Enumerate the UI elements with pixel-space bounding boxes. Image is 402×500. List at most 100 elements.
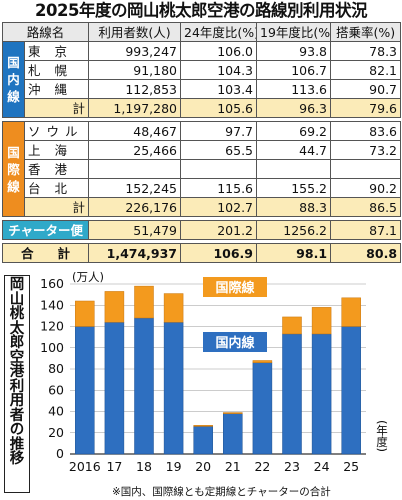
- y-tick-label: 100: [40, 340, 64, 355]
- vs19-cell: [256, 159, 332, 179]
- y-tick-label: 40: [48, 404, 64, 419]
- users-cell: 1,197,280: [88, 98, 182, 118]
- vs19-cell: 69.2: [256, 121, 332, 141]
- chart-vertical-title: 岡山桃太郎空港利用者の推移: [4, 275, 30, 493]
- bar-international: [341, 297, 361, 327]
- y-tick-label: 60: [48, 382, 64, 397]
- x-tick-label: 23: [284, 459, 300, 474]
- legend-international-box: [203, 277, 267, 297]
- header-route: 路線名: [1, 22, 90, 42]
- users-cell: 91,180: [88, 60, 182, 80]
- vs24-cell: 104.3: [180, 60, 258, 80]
- load-cell: 90.7: [330, 79, 402, 99]
- y-tick-label: 160: [40, 276, 64, 291]
- x-tick-label: 25: [343, 459, 359, 474]
- load-cell: 79.6: [330, 98, 402, 118]
- users-cell: 51,479: [88, 220, 182, 240]
- header-load: 搭乗率(%): [330, 22, 402, 42]
- total-label: 計: [23, 98, 90, 118]
- table-row: 台北 152,245 115.6 155.2 90.2: [3, 178, 402, 198]
- users-cell: 25,466: [88, 140, 182, 160]
- y-tick-label: 120: [40, 319, 64, 334]
- header-users: 利用者数(人): [88, 22, 182, 42]
- bar-domestic: [311, 333, 332, 455]
- bar-domestic: [223, 413, 243, 455]
- load-cell: [330, 159, 402, 179]
- grand-total-row: 合計 1,474,937 106.9 98.1 80.8: [1, 243, 402, 263]
- vs19-cell: 113.6: [256, 79, 332, 99]
- x-tick-label: 20: [195, 459, 211, 474]
- bar-domestic: [193, 426, 213, 455]
- table-row: 札幌 91,180 104.3 106.7 82.1: [3, 60, 402, 80]
- legend-domestic-box: [203, 332, 267, 352]
- bar-international: [134, 285, 154, 319]
- grand-total-label: 合計: [1, 243, 90, 263]
- vs19-cell: 96.3: [256, 98, 332, 118]
- users-cell: 112,853: [88, 79, 182, 99]
- load-cell: 90.2: [330, 178, 402, 198]
- bar-domestic: [134, 317, 154, 455]
- charter-row: チャーター便 51,479 201.2 1256.2 87.1: [1, 220, 402, 240]
- bar-domestic: [163, 322, 184, 455]
- route-name: 台北: [23, 178, 90, 198]
- route-name: 香港: [23, 159, 90, 179]
- vs24-cell: 65.5: [180, 140, 258, 160]
- x-tick-label: 18: [136, 459, 152, 474]
- vs24-cell: 97.7: [180, 121, 258, 141]
- route-name: 札幌: [23, 60, 90, 80]
- load-cell: 78.3: [330, 41, 402, 61]
- users-cell: 226,176: [88, 197, 182, 217]
- vs19-cell: 1256.2: [256, 220, 332, 240]
- vs24-cell: 201.2: [180, 220, 258, 240]
- bar-domestic: [341, 326, 361, 455]
- table-row: 上海 25,466 65.5 44.7 73.2: [3, 140, 402, 160]
- route-name: 東京: [23, 41, 90, 61]
- x-tick-label: 21: [225, 459, 241, 474]
- vs19-cell: 88.3: [256, 197, 332, 217]
- x-tick-label: 19: [166, 459, 182, 474]
- vs19-cell: 155.2: [256, 178, 332, 198]
- load-cell: 86.5: [330, 197, 402, 217]
- bar-international: [252, 360, 273, 363]
- bar-international: [311, 307, 332, 335]
- vs24-cell: 115.6: [180, 178, 258, 198]
- users-cell: [88, 159, 182, 179]
- bar-domestic: [75, 326, 95, 455]
- y-tick-label: 80: [48, 361, 64, 376]
- bar-international: [163, 293, 184, 323]
- vs24-cell: 106.0: [180, 41, 258, 61]
- vs19-cell: 93.8: [256, 41, 332, 61]
- charter-label: チャーター便: [1, 220, 90, 240]
- load-cell: 80.8: [330, 243, 402, 263]
- header-vs19: 19年度比(%): [256, 22, 332, 42]
- route-name: ソウル: [23, 121, 90, 141]
- legend-international-label: 国際線: [215, 280, 255, 296]
- domestic-side-label: 国内線: [2, 41, 25, 118]
- vs19-cell: 106.7: [256, 60, 332, 80]
- users-cell: 993,247: [88, 41, 182, 61]
- legend-domestic-label: 国内線: [215, 335, 255, 351]
- header-vs24: 24年度比(%): [180, 22, 258, 42]
- y-unit-label: (万人): [72, 270, 104, 284]
- bar-international: [75, 300, 95, 327]
- x-tick-label: 17: [106, 459, 122, 474]
- page-title: 2025年度の岡山桃太郎空港の路線別利用状況: [35, 1, 367, 20]
- users-cell: 1,474,937: [88, 243, 182, 263]
- table-header-row: 路線名 利用者数(人) 24年度比(%) 19年度比(%) 搭乗率(%): [1, 22, 402, 42]
- y-tick-label: 20: [48, 425, 64, 440]
- route-usage-table: 路線名 利用者数(人) 24年度比(%) 19年度比(%) 搭乗率(%) 国内線…: [1, 22, 402, 263]
- vs19-cell: 44.7: [256, 140, 332, 160]
- load-cell: 73.2: [330, 140, 402, 160]
- load-cell: 82.1: [330, 60, 402, 80]
- vs24-cell: 103.4: [180, 79, 258, 99]
- x-tick-label: 22: [254, 459, 270, 474]
- international-side-label: 国際線: [2, 121, 25, 217]
- domestic-total-row: 計 1,197,280 105.6 96.3 79.6: [3, 98, 402, 118]
- x-tick-label: 24: [314, 459, 330, 474]
- vs24-cell: [180, 159, 258, 179]
- y-tick-label: 0: [56, 446, 64, 461]
- load-cell: 87.1: [330, 220, 402, 240]
- bar-domestic: [282, 333, 302, 455]
- bar-international: [282, 316, 302, 335]
- bar-international: [223, 412, 243, 414]
